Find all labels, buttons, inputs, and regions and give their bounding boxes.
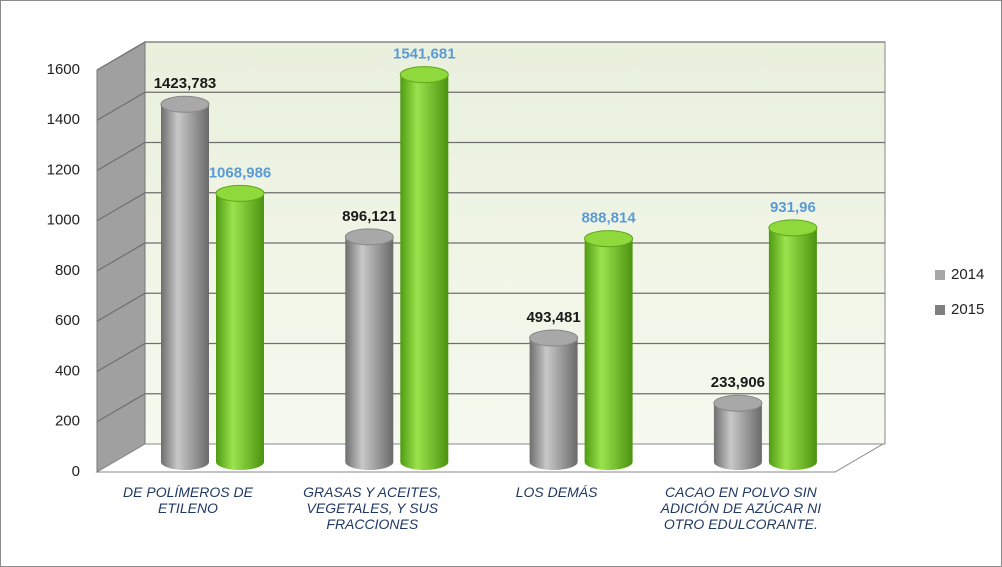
bar [400,74,449,470]
value-label: 1423,783 [154,75,217,92]
bar-top [215,184,265,202]
grid-line [96,41,885,71]
y-tick-label: 600 [55,312,80,329]
y-tick-label: 400 [55,362,80,379]
bar [216,193,264,470]
bar [584,238,633,470]
bar-top [584,230,634,248]
grid-line [96,242,885,272]
y-tick-label: 1600 [47,61,80,78]
bar [345,236,394,470]
bar-top [399,66,449,84]
y-tick-label: 0 [72,463,80,480]
bar-top [344,228,394,246]
bar-top [529,329,579,347]
grid-line [96,393,885,423]
grid-line [96,342,885,373]
bar-top [160,95,210,113]
bar [768,227,817,470]
value-label: 888,814 [581,210,636,227]
value-label: 931,96 [770,199,816,216]
grid-line [96,141,885,172]
value-label: 1541,681 [393,46,456,63]
grid-line [96,292,885,322]
x-tick-label: GRASAS Y ACEITES, VEGETALES, Y SUS FRACC… [303,484,442,532]
legend-swatch [935,305,945,315]
value-label: 896,121 [342,208,396,225]
legend-label: 2015 [951,301,984,318]
x-tick-label: DE POLÍMEROS DE ETILENO [123,484,253,516]
floor [95,443,885,473]
y-tick-label: 200 [55,413,80,430]
x-tick-label: CACAO EN POLVO SIN ADICIÓN DE AZÚCAR NI … [660,484,822,532]
bar [713,403,762,470]
y-tick-label: 1400 [47,111,80,128]
legend-swatch [935,270,945,280]
legend-label: 2014 [951,266,984,283]
y-tick-label: 800 [55,262,80,279]
x-tick-label: LOS DEMÁS [515,484,598,500]
y-tick-label: 1200 [47,161,80,178]
grid-line [96,91,885,121]
value-label: 233,906 [711,374,765,391]
value-label: 1068,986 [209,164,272,181]
bar-top [768,219,818,237]
grid-line [96,192,885,222]
y-tick-label: 1000 [47,212,80,229]
value-label: 493,481 [526,309,580,326]
bar [529,338,578,470]
bar [161,104,209,470]
bar-top [713,394,763,412]
